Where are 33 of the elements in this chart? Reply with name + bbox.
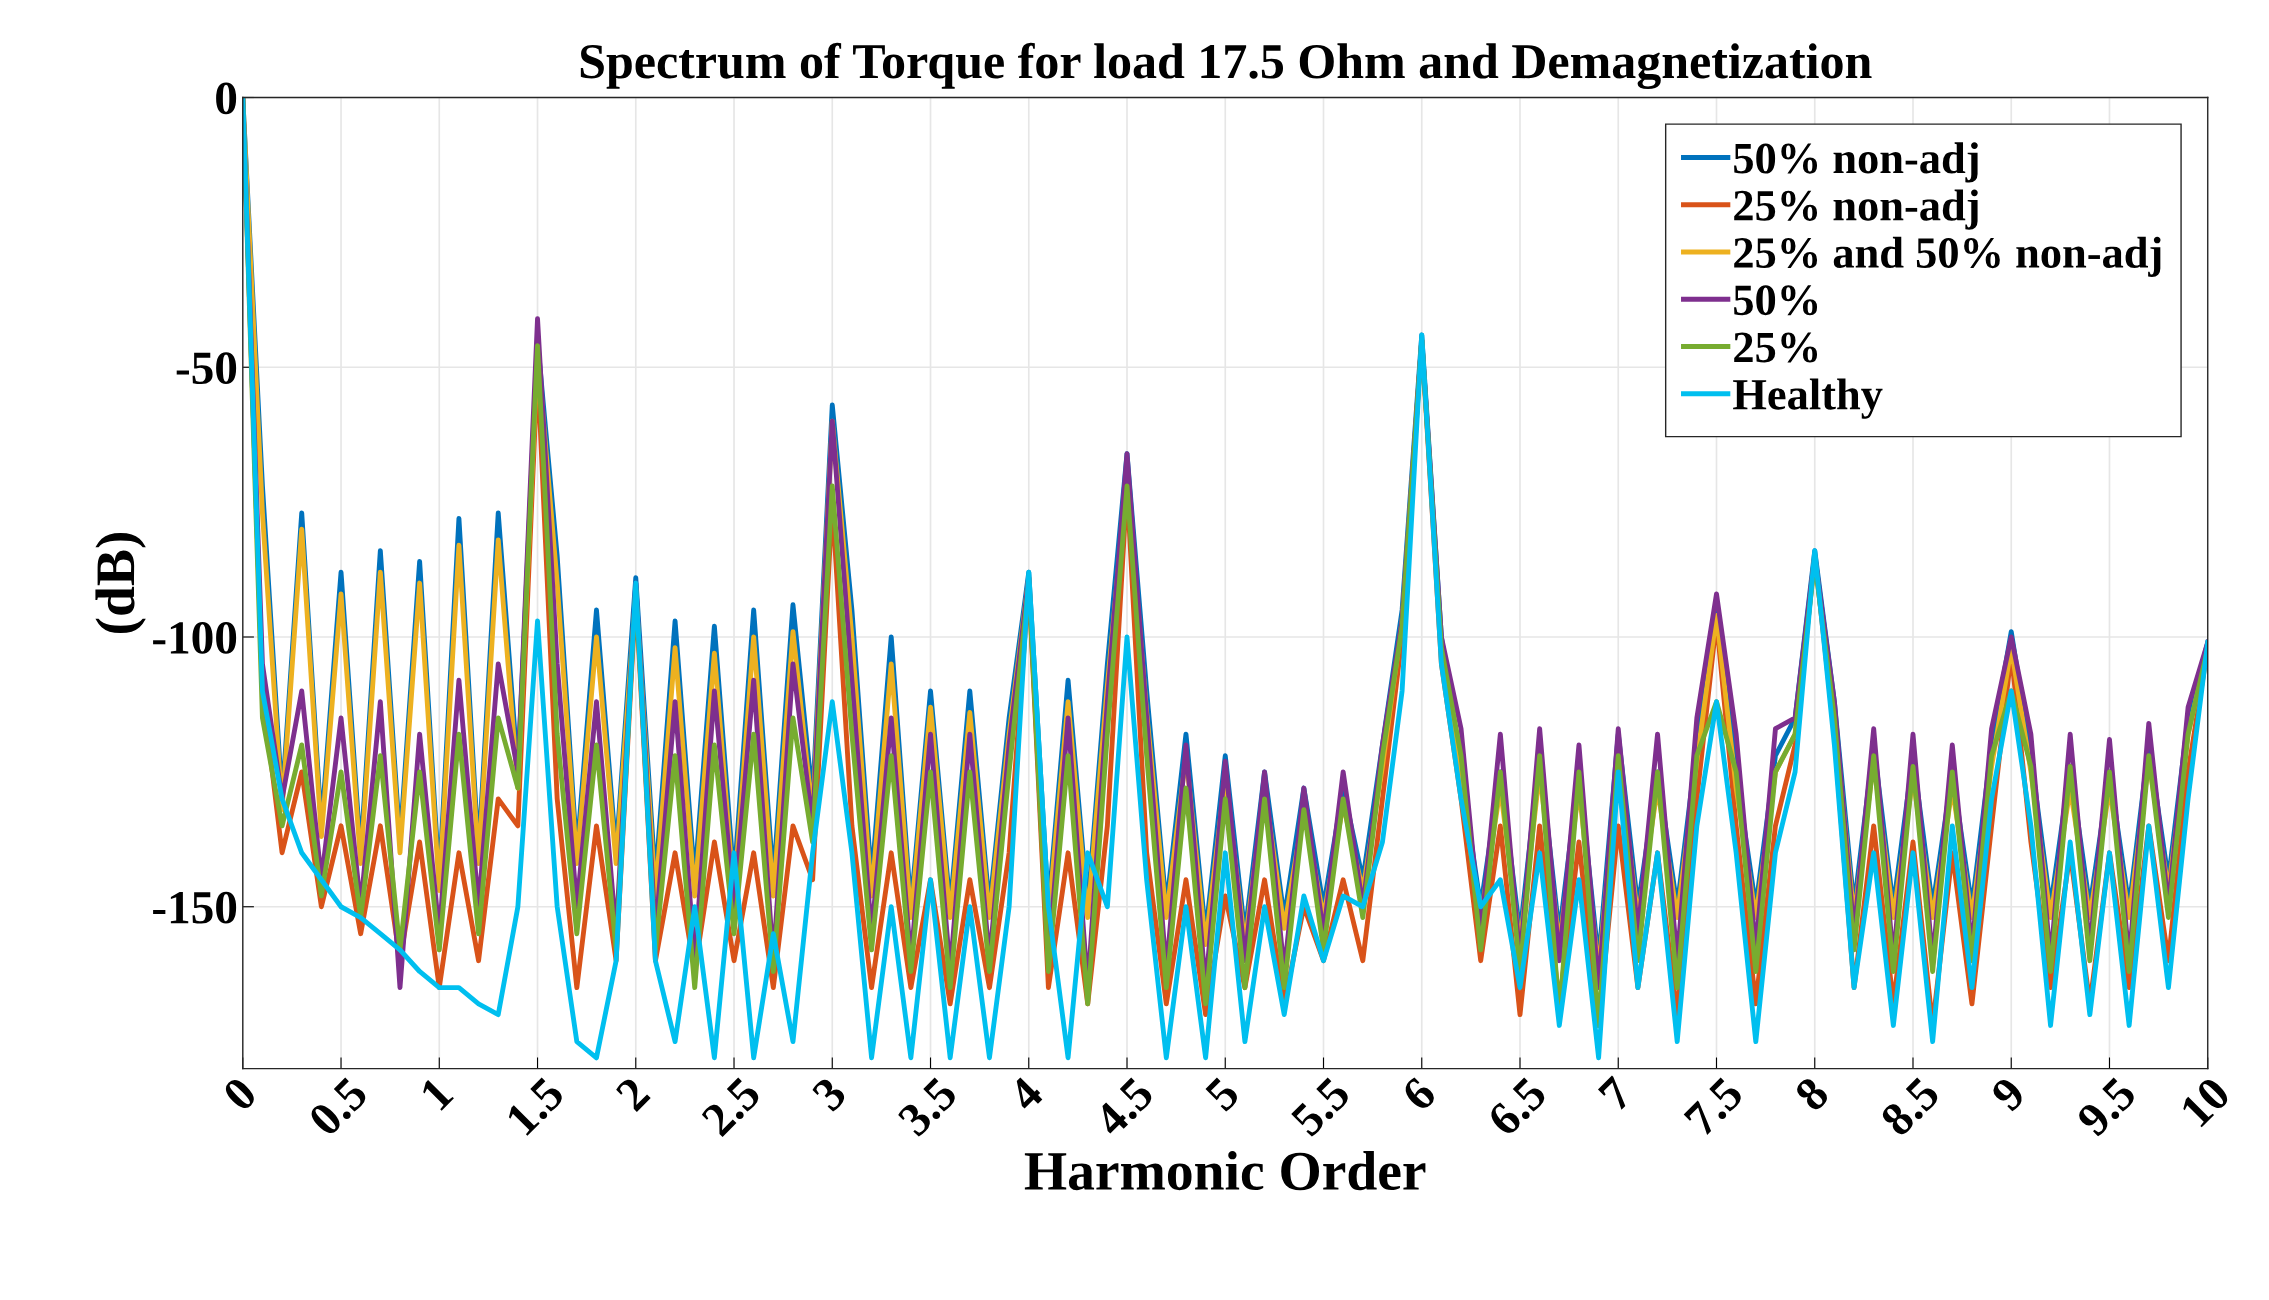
y-tick-label: -100 — [153, 621, 237, 654]
legend-label: 50% — [1734, 285, 1818, 316]
x-tick-label: 1 — [419, 1076, 454, 1111]
x-tick-label: 9.5 — [2075, 1075, 2138, 1138]
x-tick-label: 2 — [614, 1075, 651, 1112]
x-tick-label: 8 — [1793, 1075, 1831, 1113]
x-tick-label: 5.5 — [1290, 1075, 1352, 1138]
x-tick-label: 4 — [1006, 1075, 1045, 1113]
x-tick-label: 1.5 — [505, 1075, 566, 1137]
x-tick-label: 3.5 — [896, 1075, 959, 1138]
x-tick-label: 8.5 — [1879, 1075, 1942, 1138]
chart-title: Spectrum of Torque for load 17.5 Ohm and Demagnetization — [580, 42, 1872, 90]
x-tick-label: 4.5 — [1092, 1075, 1156, 1139]
legend-label: Healthy — [1733, 378, 1883, 419]
legend-label: 25% and 50% non-adj — [1734, 236, 2161, 278]
legend-label: 25% non-adj — [1734, 189, 1978, 230]
y-axis-title: (dB) — [95, 533, 146, 634]
x-tick-label: 5 — [1204, 1075, 1241, 1113]
legend-label: 25% — [1734, 332, 1818, 363]
x-tick-label: 6 — [1400, 1075, 1438, 1113]
x-tick-label: 3 — [811, 1075, 848, 1113]
x-tick-label: 2.5 — [700, 1075, 763, 1138]
x-axis-title: Harmonic Order — [1024, 1151, 1426, 1191]
x-tick-label: 7 — [1597, 1075, 1634, 1112]
x-tick-label: 6.5 — [1486, 1075, 1549, 1138]
x-tick-label: 9 — [1989, 1075, 2027, 1113]
y-tick-label: -150 — [153, 891, 237, 924]
legend-label: 50% non-adj — [1734, 142, 1978, 183]
y-tick-label: -50 — [176, 352, 237, 385]
x-tick-label: 10 — [2179, 1075, 2232, 1128]
x-tick-label: 0.5 — [307, 1075, 370, 1138]
x-tick-label: 7.5 — [1683, 1075, 1745, 1137]
y-tick-label: 0 — [216, 82, 237, 115]
